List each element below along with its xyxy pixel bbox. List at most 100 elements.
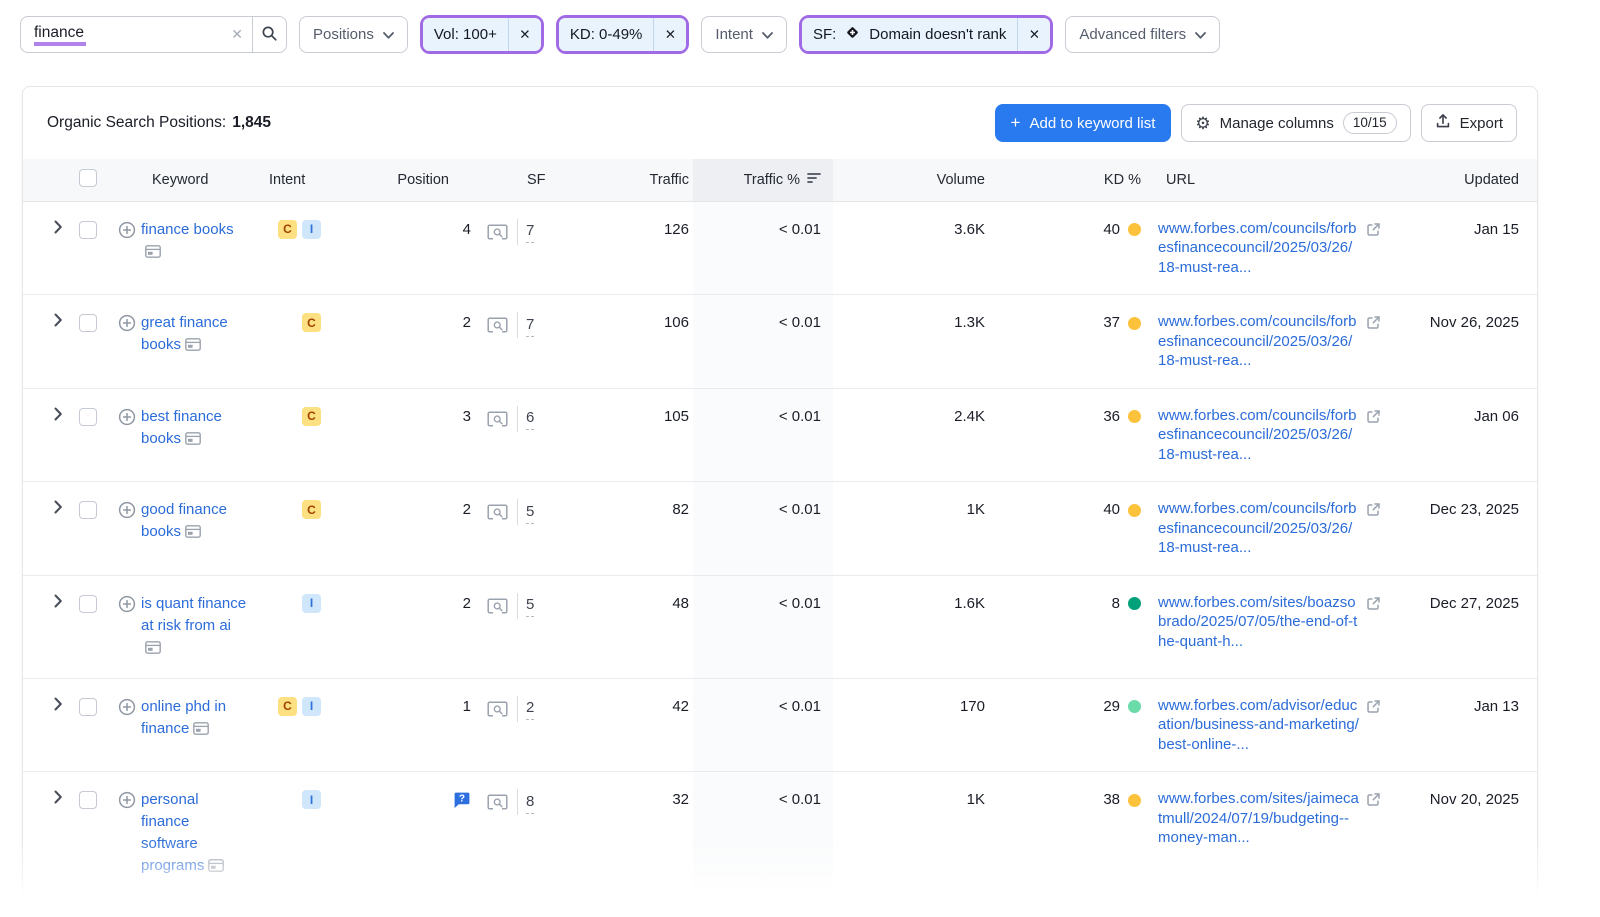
sf-count-link[interactable]: 7 (526, 314, 534, 337)
table-row: online phd in finance CI ? 1 2 42 < 0.01… (23, 678, 1538, 772)
traffic-pct-value: < 0.01 (693, 482, 833, 576)
keyword-link[interactable]: finance books (141, 221, 234, 238)
people-also-ask-icon: ? (453, 791, 471, 809)
expand-row-icon[interactable] (54, 408, 63, 425)
external-link-icon[interactable] (1366, 699, 1381, 721)
plus-icon: + (1011, 113, 1021, 133)
clear-search-icon[interactable]: ✕ (231, 26, 243, 43)
serp-preview-icon[interactable] (487, 701, 508, 717)
updated-value: Jan 06 (1383, 388, 1538, 482)
search-input[interactable]: finance ✕ (20, 16, 252, 53)
position-column-header[interactable]: Position (335, 159, 475, 201)
serp-preview-icon[interactable] (487, 411, 508, 427)
sf-column-header[interactable]: SF (475, 159, 557, 201)
table-header-row: Keyword Intent Position SF Traffic Traff… (23, 159, 1538, 201)
keyword-link[interactable]: good finance books (141, 501, 227, 540)
volume-filter-chip[interactable]: Vol: 100+ ✕ (423, 18, 541, 51)
keyword-column-header[interactable]: Keyword (105, 159, 265, 201)
row-checkbox[interactable] (79, 698, 97, 716)
row-checkbox[interactable] (79, 791, 97, 809)
add-keyword-icon[interactable] (118, 408, 136, 452)
manage-columns-button[interactable]: ⚙ Manage columns 10/15 (1181, 104, 1410, 142)
url-link[interactable]: www.forbes.com/sites/jaimecatmull/2024/0… (1158, 789, 1359, 848)
row-checkbox[interactable] (79, 408, 97, 426)
serp-preview-icon[interactable] (487, 504, 508, 520)
expand-row-icon[interactable] (54, 221, 63, 238)
serp-snapshot-icon[interactable] (208, 857, 224, 879)
url-link[interactable]: www.forbes.com/councils/forbesfinancecou… (1158, 406, 1359, 465)
volume-value: 1K (833, 772, 989, 897)
row-checkbox[interactable] (79, 221, 97, 239)
expand-row-icon[interactable] (54, 595, 63, 612)
keyword-link[interactable]: is quant finance at risk from ai (141, 595, 246, 634)
volume-column-header[interactable]: Volume (833, 159, 989, 201)
add-keyword-icon[interactable] (118, 791, 136, 879)
serp-preview-icon[interactable] (487, 794, 508, 810)
select-all-checkbox[interactable] (79, 169, 97, 187)
traffic-pct-column-header[interactable]: Traffic % (693, 159, 833, 201)
advanced-filters-dropdown[interactable]: Advanced filters (1065, 16, 1220, 53)
expand-row-icon[interactable] (54, 698, 63, 715)
expand-row-icon[interactable] (54, 791, 63, 808)
url-column-header[interactable]: URL (1141, 159, 1383, 201)
search-button[interactable] (252, 16, 287, 53)
keyword-link[interactable]: online phd in finance (141, 698, 226, 737)
intent-filter-dropdown[interactable]: Intent (701, 16, 787, 53)
traffic-pct-value: < 0.01 (693, 772, 833, 897)
card-header: Organic Search Positions: 1,845 + Add to… (23, 87, 1537, 159)
serp-snapshot-icon[interactable] (185, 336, 201, 358)
volume-value: 2.4K (833, 388, 989, 482)
kd-column-header[interactable]: KD % (989, 159, 1141, 201)
expand-row-icon[interactable] (54, 501, 63, 518)
external-link-icon[interactable] (1366, 596, 1381, 618)
remove-volume-filter-icon[interactable]: ✕ (508, 18, 541, 51)
external-link-icon[interactable] (1366, 502, 1381, 524)
external-link-icon[interactable] (1366, 409, 1381, 431)
add-keyword-icon[interactable] (118, 595, 136, 661)
position-value: 4 (463, 219, 471, 241)
sf-count-link[interactable]: 7 (526, 220, 534, 243)
external-link-icon[interactable] (1366, 315, 1381, 337)
intent-column-header[interactable]: Intent (265, 159, 335, 201)
add-keyword-icon[interactable] (118, 221, 136, 265)
sf-count-link[interactable]: 5 (526, 594, 534, 617)
serp-preview-icon[interactable] (487, 598, 508, 614)
row-checkbox[interactable] (79, 314, 97, 332)
kd-filter-chip[interactable]: KD: 0-49% ✕ (559, 18, 687, 51)
external-link-icon[interactable] (1366, 792, 1381, 814)
sf-count-link[interactable]: 5 (526, 501, 534, 524)
add-to-keyword-list-button[interactable]: + Add to keyword list (995, 104, 1172, 142)
url-link[interactable]: www.forbes.com/sites/boazsobrado/2025/07… (1158, 593, 1359, 652)
serp-snapshot-icon[interactable] (185, 523, 201, 545)
url-link[interactable]: www.forbes.com/advisor/education/busines… (1158, 696, 1359, 755)
sf-count-link[interactable]: 2 (526, 697, 534, 720)
traffic-column-header[interactable]: Traffic (557, 159, 693, 201)
table-row: great finance books C ? 2 7 106 < 0.01 1… (23, 295, 1538, 389)
url-link[interactable]: www.forbes.com/councils/forbesfinancecou… (1158, 312, 1359, 371)
updated-column-header[interactable]: Updated (1383, 159, 1538, 201)
expand-row-icon[interactable] (54, 314, 63, 331)
row-checkbox[interactable] (79, 501, 97, 519)
sf-count-link[interactable]: 6 (526, 407, 534, 430)
serp-features-filter-chip[interactable]: SF: Domain doesn't rank ✕ (802, 18, 1050, 51)
add-keyword-icon[interactable] (118, 501, 136, 545)
serp-snapshot-icon[interactable] (145, 639, 161, 661)
add-keyword-icon[interactable] (118, 698, 136, 742)
keyword-link[interactable]: best finance books (141, 408, 222, 447)
serp-snapshot-icon[interactable] (193, 720, 209, 742)
external-link-icon[interactable] (1366, 222, 1381, 244)
serp-preview-icon[interactable] (487, 224, 508, 240)
remove-kd-filter-icon[interactable]: ✕ (653, 18, 686, 51)
serp-preview-icon[interactable] (487, 317, 508, 333)
row-checkbox[interactable] (79, 595, 97, 613)
sf-count-link[interactable]: 8 (526, 791, 534, 814)
positions-filter-dropdown[interactable]: Positions (299, 16, 408, 53)
serp-snapshot-icon[interactable] (185, 430, 201, 452)
add-keyword-icon[interactable] (118, 314, 136, 358)
keyword-link[interactable]: personal finance software programs (141, 791, 204, 874)
remove-sf-filter-icon[interactable]: ✕ (1017, 18, 1050, 51)
url-link[interactable]: www.forbes.com/councils/forbesfinancecou… (1158, 219, 1359, 278)
serp-snapshot-icon[interactable] (145, 243, 161, 265)
url-link[interactable]: www.forbes.com/councils/forbesfinancecou… (1158, 499, 1359, 558)
export-button[interactable]: Export (1421, 104, 1517, 142)
